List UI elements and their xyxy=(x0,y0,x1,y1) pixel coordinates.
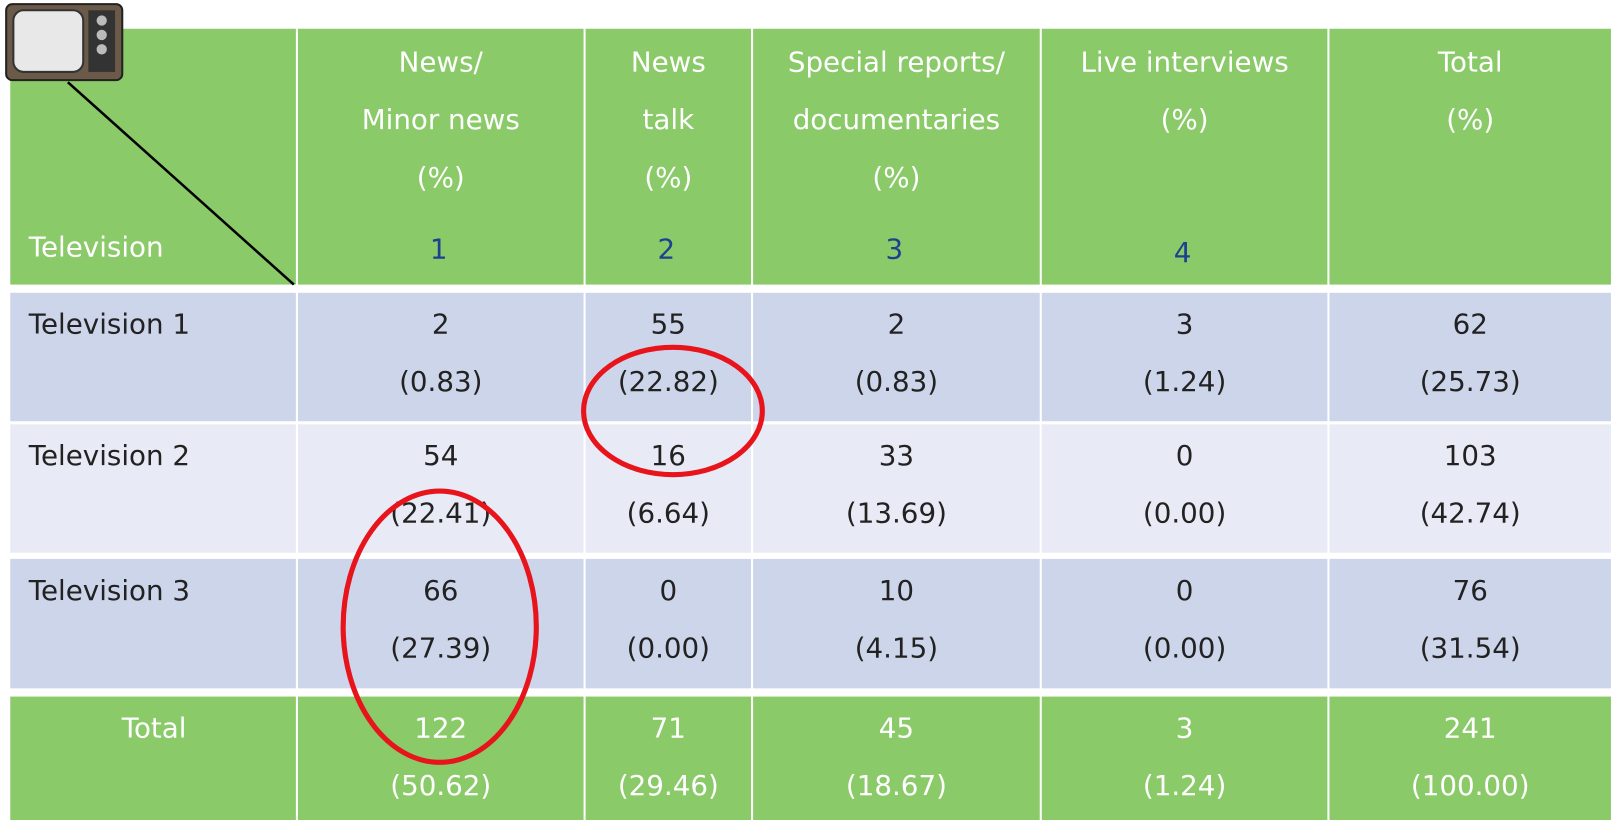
cell-value: (0.00) xyxy=(1143,631,1226,664)
total-value: 71 xyxy=(651,711,686,744)
cell-value: (1.24) xyxy=(1143,365,1226,398)
cell-value: 10 xyxy=(879,574,914,607)
cell-value: 103 xyxy=(1444,439,1497,472)
column-number: 3 xyxy=(886,233,904,266)
cell-value: 62 xyxy=(1453,308,1488,341)
total-value: (29.46) xyxy=(618,769,719,802)
column-header: Minor news xyxy=(362,103,520,136)
total-value: 122 xyxy=(414,711,467,744)
total-value: 3 xyxy=(1176,711,1194,744)
cell-value: 0 xyxy=(1176,574,1194,607)
total-value: (1.24) xyxy=(1143,769,1226,802)
column-header: documentaries xyxy=(793,103,1000,136)
column-number: 2 xyxy=(657,233,675,266)
cell-value: 66 xyxy=(423,574,458,607)
cell-value: 16 xyxy=(651,439,686,472)
cell-value: (0.00) xyxy=(1143,497,1226,530)
column-header: Live interviews xyxy=(1080,46,1288,79)
slide: Television News/Minor news (%) 1 News talk (%)… xyxy=(0,0,1611,820)
column-header: (%) xyxy=(1446,103,1494,136)
column-header: (%) xyxy=(1161,103,1209,136)
cell-value: (31.54) xyxy=(1420,631,1521,664)
column-header: Total xyxy=(1437,46,1503,79)
tv-knob xyxy=(97,15,107,25)
tv-screen xyxy=(13,10,83,72)
total-value: (50.62) xyxy=(390,769,491,802)
corner-label: Television xyxy=(28,231,164,264)
total-value: 241 xyxy=(1444,711,1497,744)
row-label: Television 1 xyxy=(28,308,190,341)
cell-value: 0 xyxy=(1176,439,1194,472)
cell-value: (0.83) xyxy=(399,365,482,398)
column-header: (%) xyxy=(644,161,692,194)
cell-value: (22.82) xyxy=(618,365,719,398)
cell-value: (0.83) xyxy=(855,365,938,398)
cell-value: 54 xyxy=(423,439,458,472)
column-header: News xyxy=(631,46,706,79)
cell-value: 3 xyxy=(1176,308,1194,341)
cell-value: 0 xyxy=(660,574,678,607)
cell-value: 2 xyxy=(432,308,450,341)
column-header: Special reports/ xyxy=(788,46,1006,79)
cell-value: 33 xyxy=(879,439,914,472)
tv-knob xyxy=(97,44,107,54)
table: Television News/Minor news (%) 1 News talk (%)… xyxy=(6,4,1611,820)
row-label: Television 2 xyxy=(28,439,190,472)
cell-value: (42.74) xyxy=(1420,497,1521,530)
tv-knob xyxy=(97,30,107,40)
cell-value: (25.73) xyxy=(1420,365,1521,398)
column-header: talk xyxy=(643,103,695,136)
column-number: 4 xyxy=(1174,236,1192,269)
cell-value: 76 xyxy=(1453,574,1488,607)
total-label: Total xyxy=(121,711,187,744)
cell-value: (27.39) xyxy=(390,631,491,664)
total-value: 45 xyxy=(879,711,914,744)
tv-icon xyxy=(6,4,122,80)
cell-value: (4.15) xyxy=(855,631,938,664)
column-header: (%) xyxy=(417,161,465,194)
column-header: (%) xyxy=(872,161,920,194)
cell-value: 55 xyxy=(651,308,686,341)
cell-value: (0.00) xyxy=(627,631,710,664)
cell-value: (13.69) xyxy=(846,497,947,530)
cell-value: (6.64) xyxy=(627,497,710,530)
total-value: (18.67) xyxy=(846,769,947,802)
row-label: Television 3 xyxy=(28,574,190,607)
total-value: (100.00) xyxy=(1411,769,1530,802)
column-number: 1 xyxy=(430,233,448,266)
column-header: News/ xyxy=(399,46,484,79)
cell-value: 2 xyxy=(888,308,906,341)
